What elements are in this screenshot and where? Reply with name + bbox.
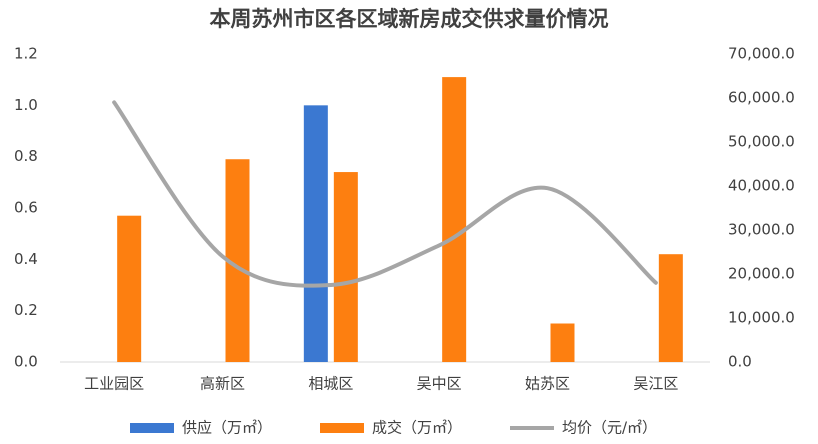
bar: [550, 323, 575, 362]
y-tick-label: 0.2: [14, 301, 38, 319]
y2-tick-label: 30,000.0: [728, 221, 795, 239]
legend-label: 均价（元/㎡）: [562, 419, 657, 437]
bar: [117, 215, 142, 362]
bar: [658, 254, 683, 362]
y-tick-label: 0.6: [14, 199, 38, 217]
x-tick-label: 吴中区: [417, 375, 462, 393]
bar: [333, 172, 358, 362]
x-tick-label: 高新区: [200, 375, 245, 393]
y-tick-label: 1.2: [14, 45, 38, 63]
legend-label: 供应（万㎡）: [182, 419, 272, 437]
y2-tick-label: 20,000.0: [728, 265, 795, 283]
legend-swatch: [130, 423, 174, 433]
x-tick-label: 姑苏区: [525, 375, 570, 393]
bar: [303, 105, 328, 362]
y2-tick-label: 10,000.0: [728, 309, 795, 327]
y-tick-label: 0.4: [14, 250, 38, 268]
chart-title: 本周苏州市区各区域新房成交供求量价情况: [210, 7, 609, 31]
y-tick-label: 0.0: [14, 353, 38, 371]
legend-label: 成交（万㎡）: [372, 419, 462, 437]
y2-tick-label: 40,000.0: [728, 177, 795, 195]
y2-tick-label: 50,000.0: [728, 133, 795, 151]
x-tick-label: 吴江区: [633, 375, 678, 393]
bar: [442, 77, 467, 362]
x-tick-label: 工业园区: [84, 375, 144, 393]
line: [112, 100, 658, 288]
y2-tick-label: 60,000.0: [728, 89, 795, 107]
y-tick-label: 0.8: [14, 147, 38, 165]
y2-tick-label: 0.0: [728, 353, 752, 371]
y-tick-label: 1.0: [14, 96, 38, 114]
y2-tick-label: 70,000.0: [728, 45, 795, 63]
legend-swatch: [320, 423, 364, 433]
x-tick-label: 相城区: [308, 375, 353, 393]
